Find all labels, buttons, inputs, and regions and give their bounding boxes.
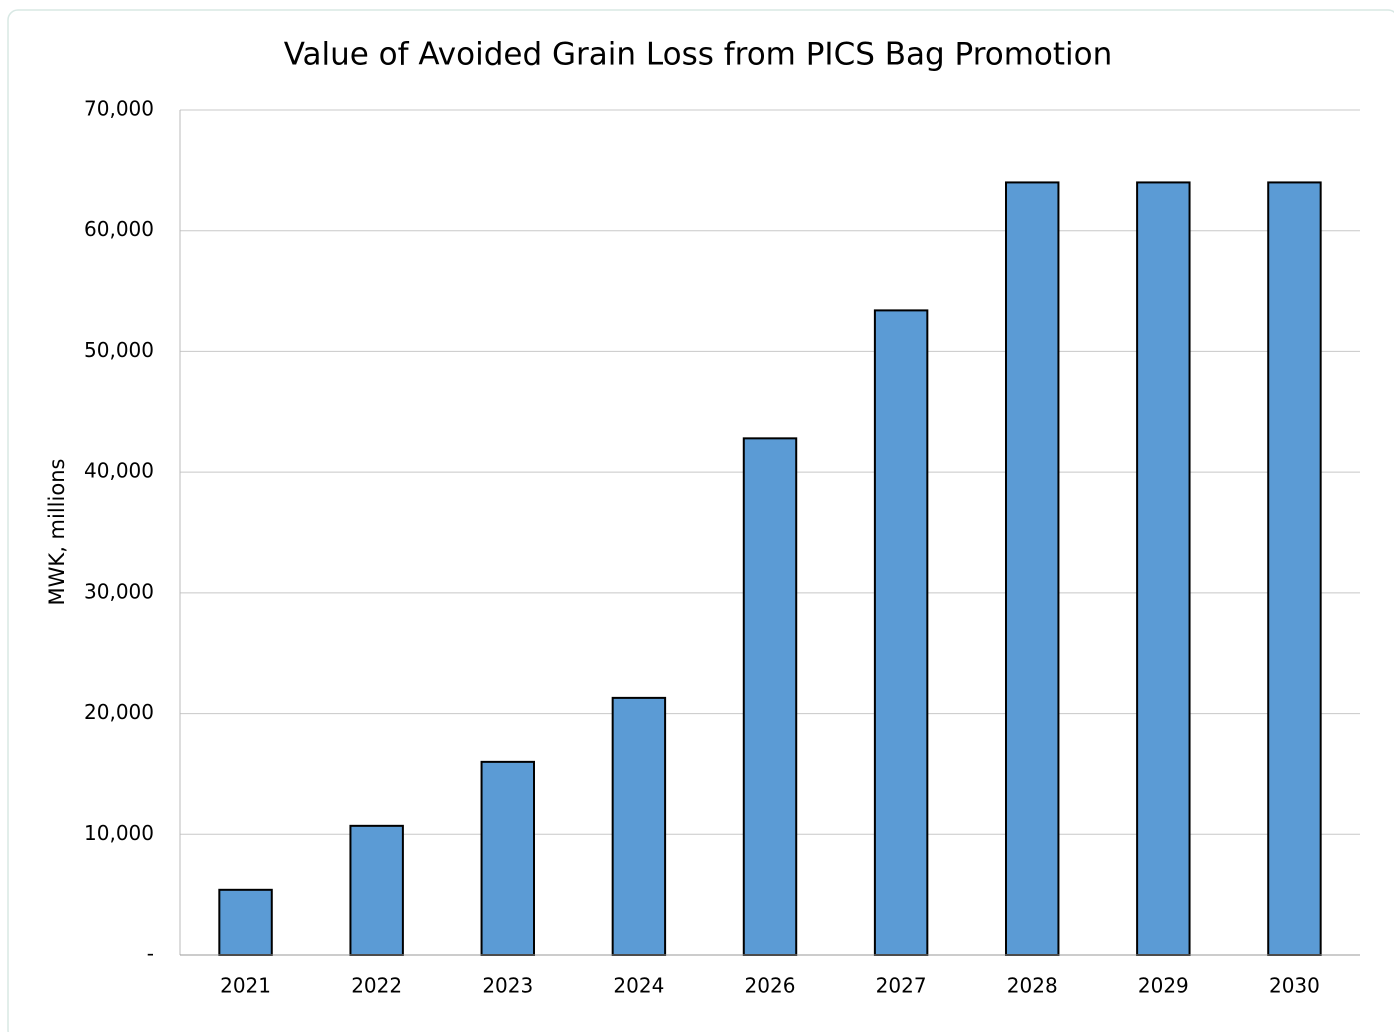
- bar: [742, 437, 798, 957]
- bar: [1136, 181, 1191, 956]
- y-tick-label: -: [147, 942, 154, 966]
- x-tick-label: 2029: [1138, 974, 1189, 998]
- bar: [218, 888, 273, 956]
- y-tick-label: 20,000: [84, 700, 154, 724]
- y-axis-label: MWK, millions: [45, 459, 69, 606]
- bar: [480, 760, 535, 956]
- x-tick-label: 2028: [1007, 974, 1058, 998]
- bar: [873, 309, 929, 956]
- x-tick-label: 2026: [745, 974, 796, 998]
- bar: [1005, 181, 1060, 956]
- y-tick-label: 70,000: [84, 97, 154, 121]
- x-tick-label: 2021: [220, 974, 271, 998]
- y-tick-label: 30,000: [84, 579, 154, 603]
- y-tick-label: 40,000: [84, 459, 154, 483]
- chart-frame: [7, 9, 1394, 1032]
- y-tick-label: 10,000: [84, 821, 154, 845]
- y-tick-label: 50,000: [84, 338, 154, 362]
- x-tick-label: 2024: [613, 974, 664, 998]
- x-tick-label: 2023: [482, 974, 533, 998]
- x-tick-label: 2030: [1269, 974, 1320, 998]
- x-tick-label: 2022: [351, 974, 402, 998]
- bar: [349, 824, 404, 956]
- bar: [611, 696, 667, 957]
- x-tick-label: 2027: [876, 974, 927, 998]
- bar: [1267, 181, 1322, 956]
- chart-title: Value of Avoided Grain Loss from PICS Ba…: [284, 37, 1113, 73]
- y-tick-label: 60,000: [84, 217, 154, 241]
